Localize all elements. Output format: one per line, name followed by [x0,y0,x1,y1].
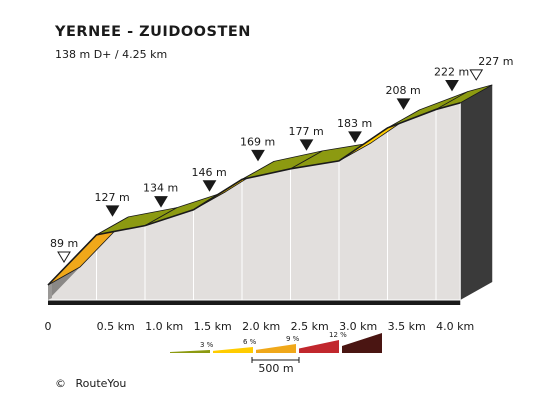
x-tick-label-2: 1.0 km [145,320,183,333]
legend-swatch-1 [213,347,253,353]
marker-triangle-0 [57,251,71,263]
profile-wall-segment [290,160,340,301]
marker-triangle-6 [348,131,362,143]
legend-swatch-3 [299,340,339,353]
profile-wall-segment [435,102,461,301]
profile-start-edge [48,283,52,300]
profile-wall-segment [387,108,437,301]
x-tick-label-3: 1.5 km [194,320,232,333]
x-tick-label-6: 3.0 km [339,320,377,333]
elevation-label-2: 134 m [143,182,178,195]
elevation-label-9: 227 m [478,55,513,68]
legend-swatch-2 [256,344,296,353]
legend-swatch-4 [342,333,382,353]
marker-triangle-1 [105,205,120,217]
x-tick-layer: 0 0.5 km 1.0 km 1.5 km 2.0 km 2.5 km 3.0 km 3.5… [45,320,475,333]
legend-label-2: 9 % [286,335,300,343]
x-tick-label-0: 0 [45,320,52,333]
legend: 3 % 6 % 9 % 12 % 500 m [170,331,382,375]
svg-text:© RouteYou: © RouteYou [55,377,126,390]
legend-label-3: 12 % [329,331,347,339]
profile-wall-segment [193,178,243,301]
elevation-label-1: 127 m [95,191,130,204]
copyright-symbol: © [55,377,66,390]
marker-triangle-2 [154,196,168,208]
legend-label-0: 3 % [200,341,214,349]
elevation-label-4: 169 m [240,135,275,148]
chart-title: YERNEE - ZUIDOOSTEN [54,24,251,40]
x-tick-label-4: 2.0 km [242,320,280,333]
elevation-label-3: 146 m [192,166,227,179]
marker-triangle-9 [469,69,484,81]
profile-ridge-line [47,102,461,286]
marker-triangle-8 [445,79,459,92]
elevation-label-5: 177 m [289,125,324,138]
profile-layer [47,84,493,305]
x-tick-label-5: 2.5 km [291,320,329,333]
chart-subtitle: 138 m D+ / 4.25 km [55,48,167,61]
brand-name: RouteYou [76,377,127,390]
legend-label-1: 6 % [243,338,257,346]
marker-triangle-4 [251,149,265,162]
elevation-label-8: 222 m [434,65,469,78]
marker-triangle-5 [299,139,314,151]
profile-end-face [460,84,493,300]
scale-label: 500 m [258,362,293,375]
marker-triangle-7 [396,98,411,110]
x-tick-label-8: 4.0 km [436,320,474,333]
profile-wall-segment [241,168,291,301]
x-tick-label-1: 0.5 km [97,320,135,333]
elevation-label-7: 208 m [386,84,421,97]
elevation-label-0: 89 m [50,237,78,250]
profile-base [48,300,461,305]
marker-triangle-3 [202,180,217,192]
elevation-label-6: 183 m [337,117,372,130]
x-tick-label-7: 3.5 km [388,320,426,333]
legend-swatch-0 [170,350,210,353]
marker-layer: 89 m 127 m 134 m 146 m 169 m 177 m 183 m 208 m 2… [50,55,513,263]
profile-start-cap [48,267,80,300]
